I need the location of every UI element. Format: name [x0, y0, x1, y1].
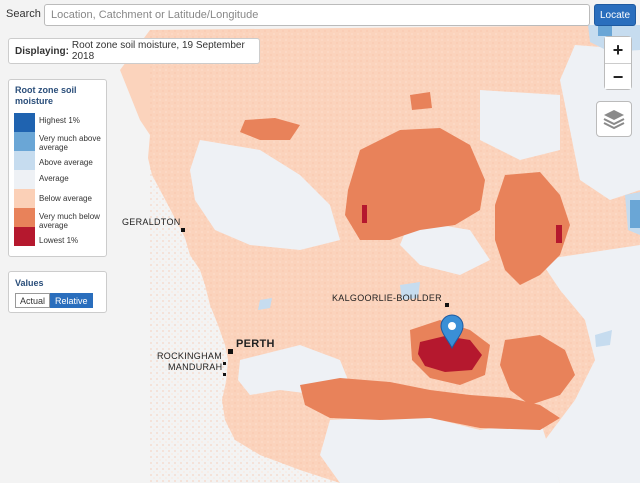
very-much-below-areas	[240, 92, 575, 430]
displaying-text: Root zone soil moisture, 19 September 20…	[71, 40, 245, 62]
legend-label: Very much above average	[39, 134, 101, 152]
legend-label: Highest 1%	[39, 116, 80, 125]
legend-swatch-below	[14, 189, 35, 208]
legend-swatch-highest	[14, 113, 35, 132]
search-input[interactable]	[44, 4, 590, 26]
map-marker-icon[interactable]	[440, 314, 464, 350]
legend-label: Above average	[39, 158, 93, 167]
town-dot-perth	[228, 349, 233, 354]
town-label-kalgoorlie: KALGOORLIE-BOULDER	[332, 293, 442, 303]
values-panel: Values Actual Relative	[8, 271, 107, 313]
legend-label: Very much below average	[39, 212, 100, 230]
legend-swatch-lowest	[14, 227, 35, 246]
town-dot-mandurah	[223, 373, 226, 376]
lowest-areas	[362, 205, 562, 372]
legend-label: Lowest 1%	[39, 236, 79, 245]
actual-toggle-button[interactable]: Actual	[15, 293, 51, 308]
very-much-above-areas	[598, 26, 640, 228]
town-dot-rockingham	[223, 362, 226, 365]
legend-swatch-very-much-above	[14, 132, 35, 151]
displaying-panel: Displaying: Root zone soil moisture, 19 …	[8, 38, 260, 64]
values-toggle: Actual Relative	[15, 293, 93, 308]
town-label-geraldton: GERALDTON	[122, 217, 181, 227]
search-bar: Search Locate	[0, 0, 640, 30]
relative-toggle-button[interactable]: Relative	[50, 293, 93, 308]
legend-swatch-above	[14, 151, 35, 170]
zoom-control: + −	[604, 36, 632, 90]
town-label-mandurah: MANDURAH	[168, 362, 223, 372]
search-label: Search	[6, 8, 41, 20]
layers-button[interactable]	[596, 101, 632, 137]
values-title: Values	[15, 278, 44, 288]
legend-label: Below average	[39, 194, 92, 203]
town-label-rockingham: ROCKINGHAM	[157, 351, 223, 361]
layers-icon	[603, 110, 625, 130]
legend-label: Average	[39, 174, 69, 183]
legend-swatch-average	[14, 170, 35, 189]
legend-title: Root zone soil moisture	[15, 85, 77, 106]
town-dot-geraldton	[181, 228, 185, 232]
legend-swatch-very-much-below	[14, 208, 35, 227]
zoom-in-button[interactable]: +	[605, 37, 631, 63]
displaying-prefix: Displaying:	[15, 45, 69, 57]
town-label-perth: PERTH	[236, 338, 275, 350]
zoom-out-button[interactable]: −	[605, 63, 631, 89]
town-dot-kalgoorlie	[445, 303, 449, 307]
locate-button[interactable]: Locate	[594, 4, 636, 26]
legend-panel: Root zone soil moisture Highest 1% Very …	[8, 79, 107, 257]
